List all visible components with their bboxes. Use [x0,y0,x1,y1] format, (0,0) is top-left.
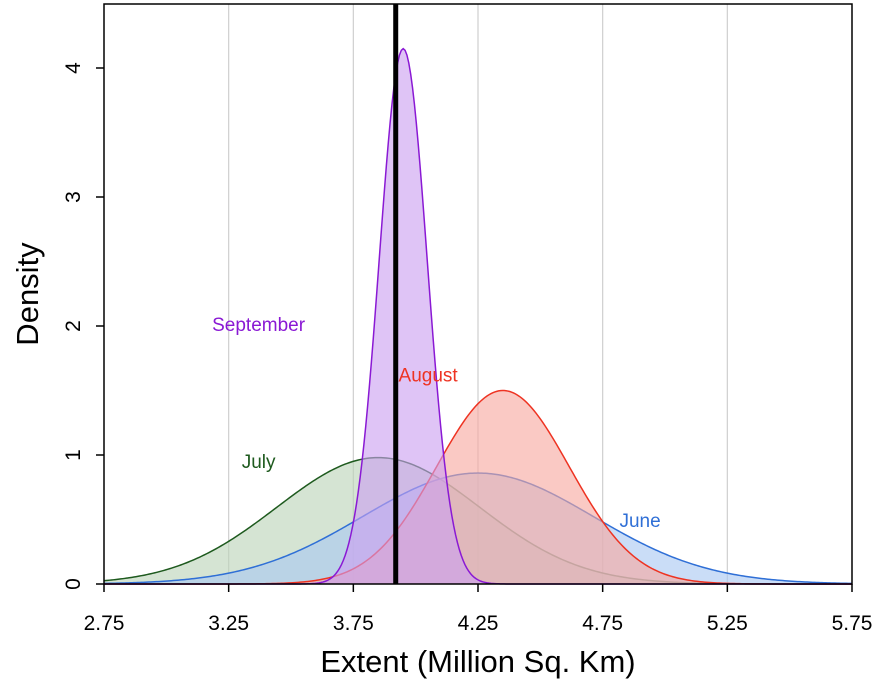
x-axis-title: Extent (Million Sq. Km) [320,644,635,679]
density-area-august [104,390,852,584]
x-tick-label: 4.75 [582,612,623,635]
x-tick-label: 3.75 [333,612,374,635]
y-tick-label: 2 [62,320,85,332]
series-label-september: September [212,315,306,336]
y-tick-label: 0 [62,578,85,590]
y-tick-label: 4 [62,62,85,74]
x-tick-label: 3.25 [208,612,249,635]
series-label-july: July [242,452,276,473]
y-axis-ticks: 0 1 2 3 4 [62,62,104,590]
x-axis-ticks: 2.75 3.25 3.75 4.25 4.75 5.25 5.75 [84,584,873,635]
x-tick-label: 4.25 [458,612,499,635]
series-label-june: June [619,511,660,532]
y-axis-title: Density [10,242,45,346]
y-tick-label: 1 [62,449,85,461]
y-tick-label: 3 [62,191,85,203]
x-tick-label: 5.25 [707,612,748,635]
series-label-august: August [399,365,459,386]
x-tick-label: 2.75 [84,612,125,635]
series-labels: July June August September [212,315,661,532]
x-tick-label: 5.75 [832,612,873,635]
